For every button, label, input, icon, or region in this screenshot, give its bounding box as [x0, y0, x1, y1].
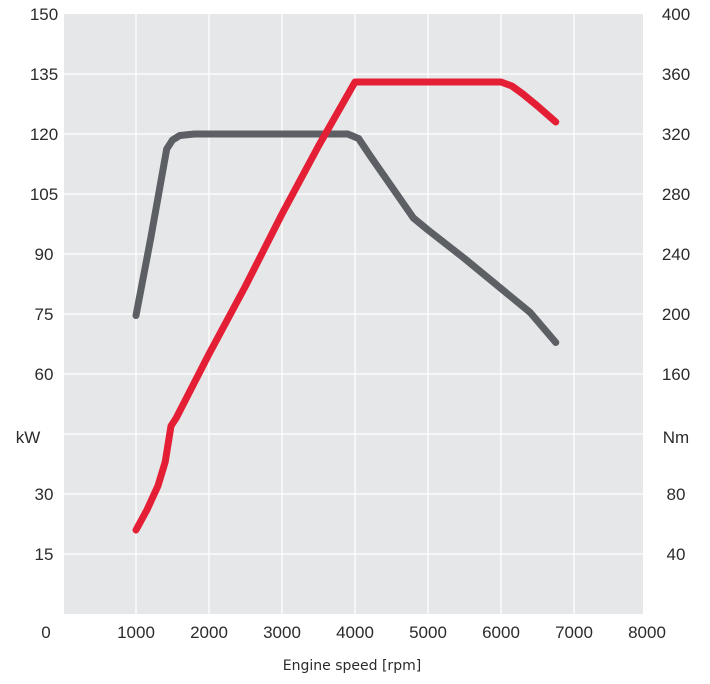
x-tick-label: 8000 — [628, 623, 666, 642]
y-left-tick-label: 105 — [30, 185, 58, 204]
y-left-tick-label: 30 — [35, 485, 54, 504]
y-left-tick-label: 75 — [35, 305, 54, 324]
torque-line — [132, 130, 560, 346]
x-tick-label: 6000 — [482, 623, 520, 642]
x-tick-label: 5000 — [409, 623, 447, 642]
x-axis-title: Engine speed [rpm] — [283, 658, 421, 674]
x-tick-label: 3000 — [263, 623, 301, 642]
y-left-tick-label: 60 — [35, 365, 54, 384]
x-tick-label: 7000 — [555, 623, 593, 642]
y-right-tick-label: 400 — [662, 5, 690, 24]
x-tick-label: 2000 — [190, 623, 228, 642]
y-left-tick-label: 135 — [30, 65, 58, 84]
y-right-tick-label: 200 — [662, 305, 690, 324]
y-right-unit-label: Nm — [663, 428, 689, 447]
y-left-tick-label: 15 — [35, 545, 54, 564]
y-left-tick-label: 120 — [30, 125, 58, 144]
y-right-tick-label: 240 — [662, 245, 690, 264]
power-line — [132, 78, 560, 534]
y-left-tick-label: 90 — [35, 245, 54, 264]
y-left-unit-label: kW — [16, 428, 41, 447]
origin-label: 0 — [41, 623, 50, 642]
y-right-tick-label: 320 — [662, 125, 690, 144]
y-right-tick-label: 80 — [667, 485, 686, 504]
y-right-tick-label: 160 — [662, 365, 690, 384]
series-lines — [132, 78, 560, 534]
axis-labels: 0 kW Nm Engine speed [rpm] 150 135 120 105 9… — [16, 5, 690, 674]
y-right-tick-label: 40 — [667, 545, 686, 564]
y-right-tick-label: 280 — [662, 185, 690, 204]
x-tick-label: 4000 — [336, 623, 374, 642]
x-tick-label: 1000 — [117, 623, 155, 642]
y-left-tick-label: 150 — [30, 5, 58, 24]
y-right-tick-label: 360 — [662, 65, 690, 84]
